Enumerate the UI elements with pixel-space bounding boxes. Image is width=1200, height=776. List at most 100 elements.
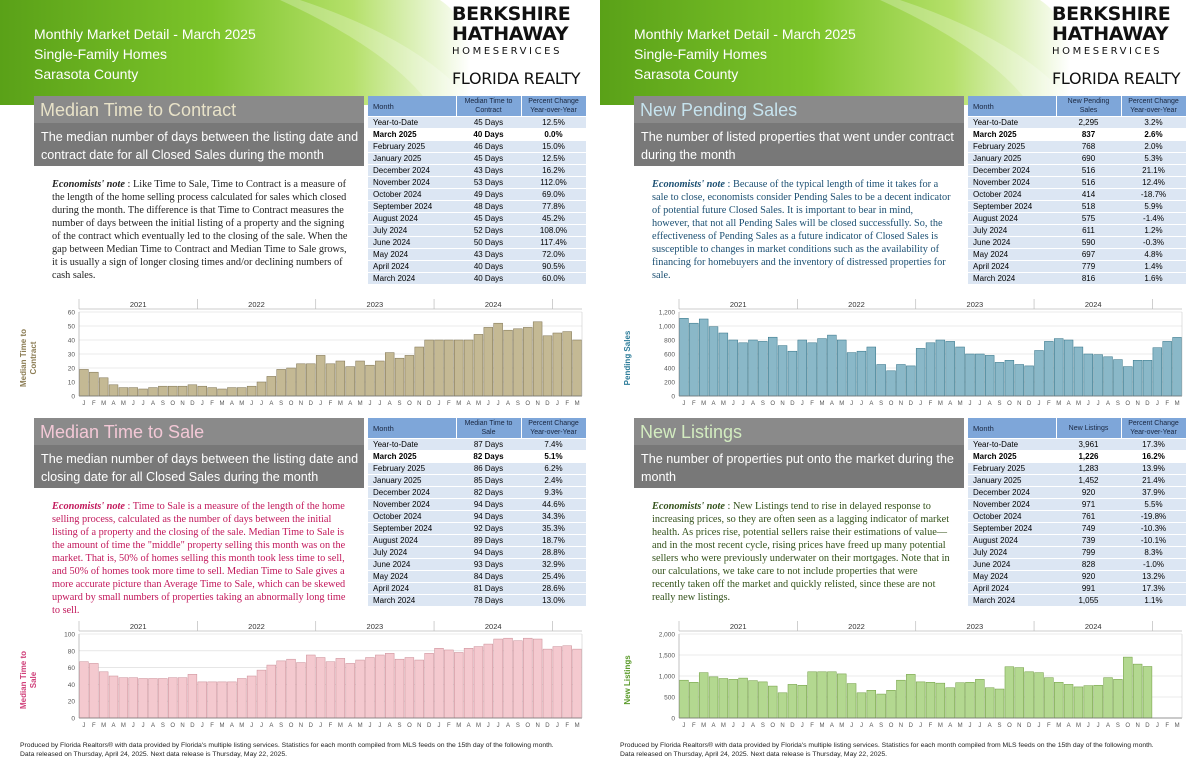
table-cell: 21.1% bbox=[1121, 164, 1186, 177]
table-cell: 1,055 bbox=[1056, 594, 1121, 606]
table-cell: 32.9% bbox=[521, 558, 586, 571]
x-tick-label: J bbox=[201, 723, 204, 729]
chart-bar bbox=[138, 388, 148, 397]
y-axis-label: Median Time to bbox=[19, 651, 28, 709]
chart-bar bbox=[965, 353, 975, 397]
chart-bar bbox=[807, 671, 817, 719]
chart-bar bbox=[698, 318, 709, 397]
chart-bar bbox=[365, 657, 375, 719]
economists-note-text: : Because of the typical length of time … bbox=[652, 179, 951, 281]
y-tick-label: 20 bbox=[68, 699, 76, 706]
x-tick-label: D bbox=[790, 401, 795, 407]
chart-bar bbox=[777, 345, 788, 397]
chart-bar bbox=[513, 328, 523, 397]
chart-bar bbox=[158, 678, 168, 719]
x-tick-label: F bbox=[447, 723, 451, 729]
x-tick-label: A bbox=[269, 723, 273, 729]
x-tick-label: A bbox=[151, 401, 155, 407]
y-tick-label: 80 bbox=[68, 648, 76, 655]
x-tick-label: O bbox=[407, 401, 412, 407]
table-cell: March 2025 bbox=[968, 450, 1056, 463]
section-title: Median Time to Sale bbox=[40, 422, 205, 442]
x-tick-label: M bbox=[121, 401, 126, 407]
chart-bar bbox=[345, 366, 355, 397]
economists-note: Economists' note : New Listings tend to … bbox=[652, 500, 952, 604]
table-header: Month bbox=[368, 418, 457, 439]
chart-bar bbox=[365, 364, 375, 397]
chart-bar bbox=[523, 327, 533, 397]
table-cell: 16.2% bbox=[521, 164, 586, 177]
x-tick-label: A bbox=[830, 723, 834, 729]
new-listings-table: Month New Listings Percent Change Year-ove… bbox=[968, 418, 1187, 606]
table-header: Percent Change Year-over-Year bbox=[1121, 418, 1187, 439]
table-cell: 94 Days bbox=[456, 510, 521, 523]
x-tick-label: M bbox=[958, 723, 963, 729]
table-cell: 84 Days bbox=[456, 570, 521, 583]
x-tick-label: J bbox=[132, 401, 135, 407]
table-cell: August 2024 bbox=[368, 212, 456, 225]
chart-bar bbox=[758, 681, 768, 719]
table-cell: 12.5% bbox=[521, 116, 586, 129]
x-tick-label: J bbox=[742, 723, 745, 729]
chart-bar bbox=[98, 377, 109, 397]
table-row: February 2025 1,283 13.9% bbox=[968, 462, 1186, 475]
chart-bar bbox=[1113, 679, 1123, 719]
x-tick-label: N bbox=[899, 401, 903, 407]
table-cell: 991 bbox=[1056, 582, 1121, 595]
chart-bar bbox=[728, 679, 738, 719]
chart-bar bbox=[837, 339, 847, 397]
x-tick-label: S bbox=[516, 723, 520, 729]
table-cell: -0.3% bbox=[1121, 236, 1186, 249]
chart-bar bbox=[965, 682, 975, 719]
x-tick-label: J bbox=[968, 401, 971, 407]
table-cell: 5.5% bbox=[1121, 498, 1186, 511]
x-tick-label: S bbox=[1116, 723, 1120, 729]
new-pending-sales-chart: 2021 2022 2023 2024 0 200 400 600 800 1,000 1,200 J… bbox=[623, 299, 1183, 407]
table-cell: Year-to-Date bbox=[968, 438, 1056, 451]
table-cell: Year-to-Date bbox=[368, 438, 456, 451]
chart-bar bbox=[748, 339, 758, 397]
chart-bar bbox=[266, 376, 277, 397]
section-title: Median Time to Contract bbox=[40, 100, 237, 120]
table-cell: 768 bbox=[1056, 140, 1121, 153]
chart-bar bbox=[237, 387, 247, 397]
chart-bar bbox=[89, 371, 99, 397]
chart-bar bbox=[1034, 350, 1044, 397]
x-tick-label: M bbox=[101, 723, 106, 729]
x-tick-label: D bbox=[1145, 401, 1150, 407]
x-tick-label: A bbox=[1067, 723, 1071, 729]
chart-bar bbox=[708, 676, 719, 719]
chart-bar bbox=[414, 346, 424, 397]
chart-bar bbox=[886, 370, 896, 397]
x-tick-label: J bbox=[487, 401, 490, 407]
x-tick-label: S bbox=[879, 401, 883, 407]
y-axis-label: Contract bbox=[29, 341, 38, 374]
x-tick-label: J bbox=[497, 723, 500, 729]
report-footer: Produced by Florida Realtors® with data … bbox=[20, 742, 554, 758]
x-tick-label: M bbox=[701, 401, 706, 407]
chart-bar bbox=[79, 369, 89, 397]
table-cell: October 2024 bbox=[368, 510, 456, 523]
table-cell: -19.8% bbox=[1121, 510, 1186, 523]
chart-bar bbox=[1054, 338, 1064, 397]
table-row: April 2024 81 Days 28.6% bbox=[368, 582, 586, 595]
chart-bar bbox=[1172, 337, 1182, 397]
chart-bar bbox=[463, 648, 474, 719]
table-row: December 2024 43 Days 16.2% bbox=[368, 164, 586, 177]
chart-bar bbox=[935, 682, 946, 719]
chart-bar bbox=[886, 690, 896, 719]
x-tick-label: D bbox=[309, 723, 314, 729]
chart-bar bbox=[768, 336, 778, 397]
table-cell: April 2024 bbox=[968, 260, 1056, 273]
table-row: July 2024 799 8.3% bbox=[968, 546, 1186, 559]
x-tick-label: A bbox=[948, 723, 952, 729]
x-tick-label: D bbox=[427, 723, 432, 729]
x-tick-label: O bbox=[289, 401, 294, 407]
table-row: May 2024 697 4.8% bbox=[968, 248, 1186, 261]
table-cell: 25.4% bbox=[521, 570, 586, 583]
table-cell: 518 bbox=[1056, 200, 1121, 213]
table-cell: September 2024 bbox=[368, 522, 456, 535]
x-tick-label: F bbox=[692, 401, 696, 407]
table-cell: May 2024 bbox=[368, 570, 456, 583]
table-cell: 40 Days bbox=[456, 128, 521, 141]
